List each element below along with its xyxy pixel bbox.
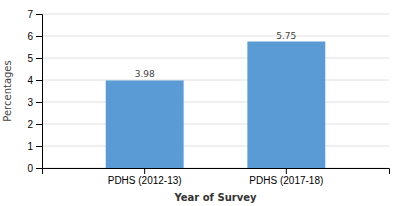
x-tick-mark [286, 168, 287, 174]
grid-line [42, 36, 389, 37]
x-axis-line [43, 169, 390, 175]
bar [247, 42, 325, 169]
y-tick: 2 [27, 119, 42, 130]
y-axis-title: Percentages [2, 60, 13, 121]
grid [42, 14, 389, 168]
grid-line [42, 102, 389, 103]
y-tick: 6 [27, 31, 42, 42]
grid-line [42, 58, 389, 59]
y-tick-label: 6 [27, 31, 33, 42]
grid-line [42, 124, 389, 125]
y-tick-label: 4 [27, 75, 33, 86]
x-tick-label: PDHS (2017-18) [249, 175, 323, 186]
y-tick-mark [36, 80, 42, 81]
y-tick-mark [36, 146, 42, 147]
data-labels: 3.98 5.75 [135, 31, 297, 80]
grid-line [42, 146, 389, 147]
y-tick-mark [36, 58, 42, 59]
x-tick-label: PDHS (2012-13) [108, 175, 182, 186]
grid-line [42, 80, 389, 81]
y-tick-label: 1 [27, 141, 33, 152]
x-tick: PDHS (2012-13) [108, 168, 182, 186]
x-axis-title: Year of Survey [173, 192, 257, 203]
y-tick-label: 7 [27, 9, 33, 20]
x-tick: PDHS (2017-18) [249, 168, 323, 186]
data-label: 3.98 [135, 69, 155, 79]
y-tick: 5 [27, 53, 42, 64]
y-tick-label: 0 [27, 163, 33, 174]
y-tick: 3 [27, 97, 42, 108]
y-tick: 1 [27, 141, 42, 152]
y-tick: 4 [27, 75, 42, 86]
y-tick: 7 [27, 9, 42, 20]
y-axis-line [36, 15, 43, 169]
x-axis: PDHS (2012-13) PDHS (2017-18) [43, 168, 390, 186]
y-tick-label: 5 [27, 53, 33, 64]
y-tick-label: 2 [27, 119, 33, 130]
y-tick-mark [36, 36, 42, 37]
chart: 0 1 2 3 4 5 6 7 PDHS (2012-13) PDHS (2017-18) 3.98… [0, 0, 401, 206]
y-tick-mark [36, 168, 42, 169]
y-tick-mark [36, 102, 42, 103]
bars [106, 42, 326, 169]
bar [106, 80, 184, 168]
plot-area: 0 1 2 3 4 5 6 7 PDHS (2012-13) PDHS (2017-18) 3.98… [27, 9, 389, 186]
y-tick-mark [36, 124, 42, 125]
data-label: 5.75 [276, 31, 296, 41]
x-tick-mark [144, 168, 145, 174]
y-tick-mark [36, 14, 42, 15]
y-tick: 0 [27, 163, 42, 174]
y-axis: 0 1 2 3 4 5 6 7 [27, 9, 42, 174]
y-tick-label: 3 [27, 97, 33, 108]
grid-line [42, 14, 389, 15]
